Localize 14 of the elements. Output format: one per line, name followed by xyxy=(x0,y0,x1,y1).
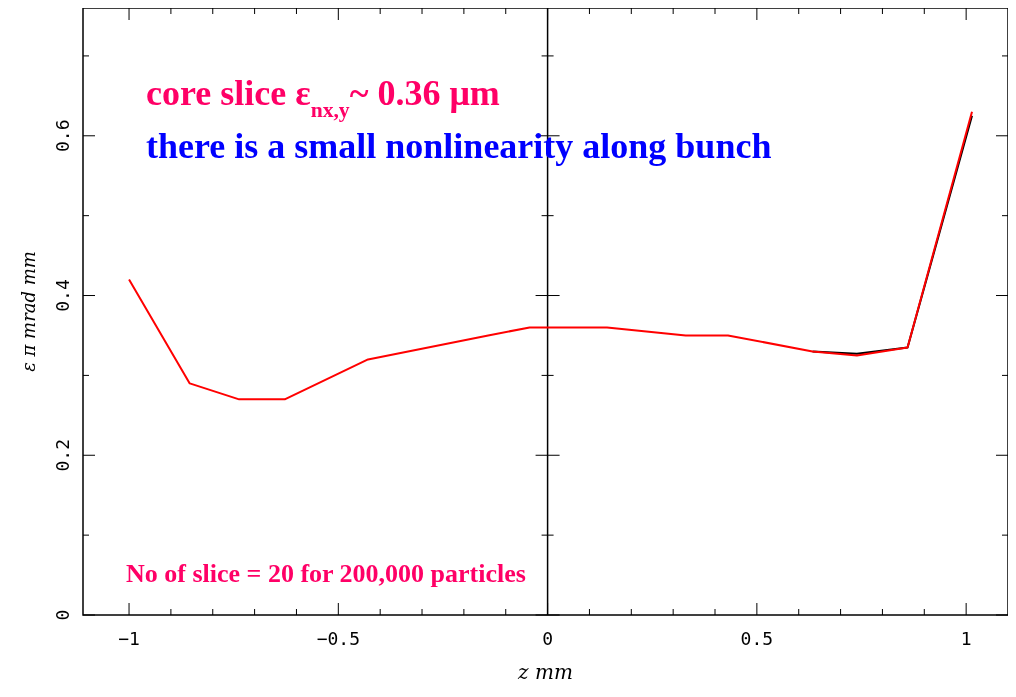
annotation: core slice ε$_{nx,y}$~ 0.36 μm xyxy=(146,73,500,122)
x-axis-title: z mm xyxy=(517,660,573,684)
annotation: No of slice = 20 for 200,000 particles xyxy=(126,559,526,588)
y-tick-label: 0.6 xyxy=(52,119,73,153)
line-series xyxy=(811,114,974,355)
x-tick-label: 0.5 xyxy=(740,628,774,649)
x-tick-label: 1 xyxy=(960,628,972,649)
y-axis-title: ε π mrad mm xyxy=(18,251,39,372)
x-tick-label: −1 xyxy=(118,628,140,649)
x-tick-label: −0.5 xyxy=(316,628,360,649)
x-tick-label: 0 xyxy=(542,628,554,649)
y-tick-label: 0 xyxy=(52,609,73,621)
y-tick-label: 0.2 xyxy=(52,439,73,472)
y-tick-label: 0.4 xyxy=(52,279,73,312)
